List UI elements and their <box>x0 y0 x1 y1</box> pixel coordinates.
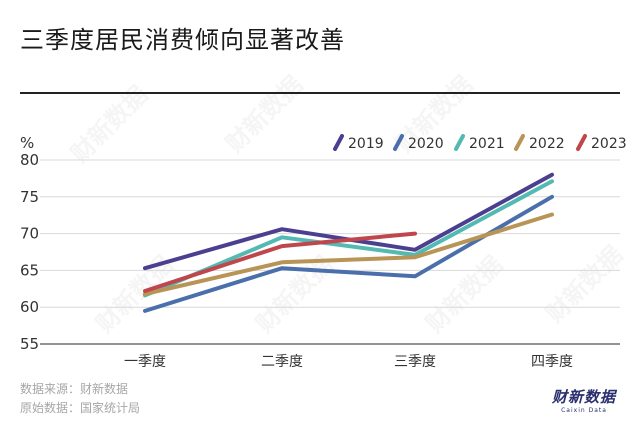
legend-marker-2021 <box>454 134 465 151</box>
chart-title: 三季度居民消费倾向显著改善 <box>20 26 345 54</box>
series-lines <box>143 172 554 313</box>
title-divider <box>20 92 620 94</box>
x-axis-ticks: 一季度 二季度 三季度 四季度 <box>124 354 573 370</box>
y-tick-label: 55 <box>20 335 39 353</box>
legend-label-2019: 2019 <box>348 136 384 152</box>
x-tick-label: 一季度 <box>124 354 166 370</box>
y-axis-ticks: 55 60 65 70 75 80 <box>20 151 39 353</box>
legend-marker-2020 <box>393 134 404 151</box>
original-data-note: 原始数据：国家统计局 <box>20 401 141 415</box>
legend-marker-2022 <box>514 134 525 151</box>
brand-logo-subtext: Caixin Data <box>561 407 607 414</box>
series-line-2023 <box>143 231 417 293</box>
y-axis-label: % <box>20 134 34 152</box>
watermark-text: 财新数据 <box>541 241 629 329</box>
legend-label-2020: 2020 <box>408 136 444 152</box>
legend: 2019 2020 2021 2022 2023 <box>333 134 627 152</box>
legend-label-2021: 2021 <box>469 136 505 152</box>
y-tick-label: 75 <box>20 188 39 206</box>
x-tick-label: 四季度 <box>531 354 573 370</box>
watermark-text: 财新数据 <box>221 71 309 159</box>
y-tick-label: 80 <box>20 151 39 169</box>
x-tick-label: 二季度 <box>261 354 303 370</box>
brand-logo-text: 财新数据 <box>552 388 617 406</box>
legend-label-2022: 2022 <box>529 136 565 152</box>
data-source-note: 数据来源：财新数据 <box>20 382 129 396</box>
y-tick-label: 65 <box>20 261 39 279</box>
y-tick-label: 60 <box>20 298 39 316</box>
series-line-2021 <box>143 179 554 298</box>
legend-marker-2019 <box>333 134 344 151</box>
x-tick-label: 三季度 <box>394 354 436 370</box>
watermark-text: 财新数据 <box>66 81 154 169</box>
legend-marker-2023 <box>576 134 587 151</box>
brand-logo: 财新数据 Caixin Data <box>552 386 616 414</box>
legend-label-2023: 2023 <box>591 136 627 152</box>
y-tick-label: 70 <box>20 225 39 243</box>
series-line-2022 <box>143 212 554 296</box>
